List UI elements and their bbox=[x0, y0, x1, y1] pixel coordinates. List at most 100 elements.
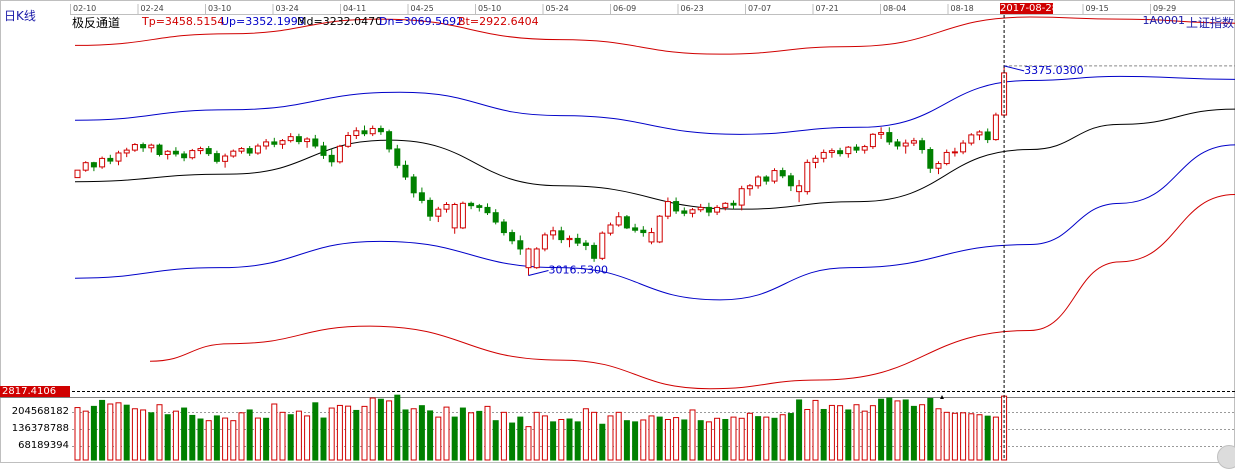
candle-body bbox=[410, 176, 417, 194]
candle-body bbox=[369, 127, 376, 135]
volume-bar bbox=[156, 404, 163, 461]
volume-bar bbox=[648, 415, 655, 461]
date-tick-label: 06-09 bbox=[613, 4, 636, 13]
volume-bar bbox=[558, 418, 565, 461]
volume-bar bbox=[287, 414, 294, 461]
candle-body bbox=[345, 134, 352, 147]
volume-bar bbox=[960, 412, 967, 461]
candle-body bbox=[320, 145, 327, 156]
period-selector-button[interactable]: 日K线 bbox=[4, 9, 36, 23]
candle-body bbox=[935, 163, 942, 169]
volume-bar bbox=[550, 421, 557, 461]
volume-bar bbox=[607, 415, 614, 461]
volume-bar bbox=[320, 417, 327, 461]
volume-bar bbox=[484, 405, 491, 461]
candle-body bbox=[664, 201, 671, 217]
volume-bar bbox=[377, 398, 384, 461]
volume-bar bbox=[615, 411, 622, 461]
volume-bar bbox=[869, 405, 876, 461]
candle-body bbox=[279, 140, 286, 145]
candle-body bbox=[853, 146, 860, 151]
candle-body bbox=[738, 188, 745, 206]
candle-body bbox=[812, 157, 819, 163]
date-tick-label: 04-25 bbox=[411, 4, 434, 13]
candle-body bbox=[304, 138, 311, 143]
candle-body bbox=[148, 144, 155, 149]
candle-body bbox=[582, 242, 589, 246]
volume-bar bbox=[853, 404, 860, 461]
candle-body bbox=[468, 202, 475, 207]
volume-bar bbox=[951, 412, 958, 461]
corner-toggle-button[interactable] bbox=[1217, 445, 1235, 469]
candle-body bbox=[599, 232, 606, 259]
candle-body bbox=[377, 127, 384, 133]
candle-body bbox=[172, 150, 179, 155]
candle-body bbox=[394, 148, 401, 166]
volume-bar bbox=[771, 417, 778, 461]
date-tick-label: 02-10 bbox=[73, 4, 96, 13]
volume-bar bbox=[640, 419, 647, 461]
volume-bar bbox=[566, 418, 573, 461]
volume-bar bbox=[279, 411, 286, 461]
candle-body bbox=[213, 153, 220, 162]
volume-bar bbox=[681, 419, 688, 461]
candle-body bbox=[558, 230, 565, 241]
candle-body bbox=[115, 152, 122, 162]
candle-body bbox=[779, 170, 786, 177]
candle-body bbox=[681, 210, 688, 214]
candle-body bbox=[804, 161, 811, 193]
candle-body bbox=[960, 142, 967, 153]
symbol-name[interactable]: 上证指数 bbox=[1185, 16, 1234, 30]
volume-bar bbox=[205, 420, 212, 461]
date-tick-label: 08-04 bbox=[883, 4, 906, 13]
candle-body bbox=[566, 237, 573, 241]
candle-body bbox=[591, 244, 598, 259]
volume-bar bbox=[353, 409, 360, 461]
crosshair-price-label: 2817.4106 bbox=[0, 386, 70, 397]
candle-body bbox=[787, 175, 794, 187]
volume-bar bbox=[369, 397, 376, 461]
date-tick-label: 05-10 bbox=[478, 4, 501, 13]
legend-tp: Tp=3458.5154 bbox=[142, 15, 225, 28]
volume-bar bbox=[427, 410, 434, 461]
candle-body bbox=[976, 131, 983, 136]
volume-bar bbox=[197, 418, 204, 461]
candle-body bbox=[615, 216, 622, 226]
volume-bar bbox=[574, 421, 581, 461]
candle-body bbox=[820, 151, 827, 159]
volume-bar bbox=[968, 413, 975, 461]
crosshair-date-label: 2017-08-28 bbox=[1000, 3, 1059, 14]
date-tick-label: 09-15 bbox=[1086, 4, 1109, 13]
candle-body bbox=[894, 141, 901, 147]
volume-bar bbox=[90, 405, 97, 461]
volume-bar bbox=[755, 416, 762, 461]
candle-body bbox=[746, 185, 753, 190]
candle-body bbox=[796, 185, 803, 193]
volume-bar bbox=[230, 420, 237, 461]
candle-body bbox=[263, 141, 270, 147]
volume-bar bbox=[820, 408, 827, 461]
volume-bar bbox=[919, 404, 926, 461]
candle-body bbox=[427, 199, 434, 217]
volume-bar bbox=[271, 403, 278, 461]
candle-body bbox=[99, 157, 106, 168]
volume-bar bbox=[746, 412, 753, 461]
volume-bar bbox=[730, 416, 737, 461]
volume-bar bbox=[599, 423, 606, 461]
volume-bar bbox=[763, 416, 770, 461]
legend-dn: Dn=3069.5692 bbox=[379, 15, 464, 28]
crosshair bbox=[72, 15, 1235, 460]
volume-bar bbox=[123, 404, 130, 461]
candle-body bbox=[878, 132, 885, 135]
candle-body bbox=[107, 157, 114, 162]
candle-body bbox=[730, 202, 737, 206]
volume-bar bbox=[705, 421, 712, 461]
volume-tick-label: 204568182 bbox=[11, 406, 69, 417]
candle-body bbox=[230, 150, 237, 157]
candle-body bbox=[205, 148, 212, 155]
low-annotation-label: 3016.5300 bbox=[549, 264, 609, 277]
candle-body bbox=[714, 206, 721, 213]
candle-body bbox=[386, 131, 393, 150]
candle-body bbox=[992, 114, 999, 141]
